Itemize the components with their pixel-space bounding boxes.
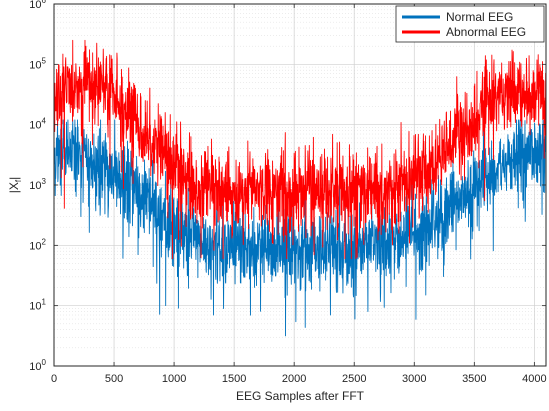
x-tick-label: 2500 — [342, 373, 366, 385]
x-tick-label: 500 — [105, 373, 123, 385]
x-tick-label: 2000 — [282, 373, 306, 385]
y-tick-label: 102 — [29, 237, 46, 252]
x-tick-labels: 0 500 1000 1500 2000 2500 3000 3500 4000 — [51, 373, 547, 385]
y-axis-label-main: |X — [7, 182, 21, 193]
y-tick-exponent: 2 — [42, 237, 47, 246]
y-tick-label: 103 — [29, 177, 46, 192]
y-tick-base: 10 — [29, 361, 41, 373]
legend-label-abnormal-eeg: Abnormal EEG — [446, 25, 526, 39]
series-layer — [53, 39, 547, 337]
y-tick-base: 10 — [29, 240, 41, 252]
y-tick-exponent: 3 — [42, 177, 47, 186]
y-tick-label: 100 — [29, 358, 46, 373]
legend-label-normal-eeg: Normal EEG — [446, 10, 513, 24]
y-tick-exponent: 5 — [42, 56, 47, 65]
series-line-abnormal-eeg — [53, 39, 547, 260]
x-tick-label: 4000 — [522, 373, 546, 385]
y-tick-label: 106 — [29, 0, 46, 11]
x-tick-label: 3000 — [402, 373, 426, 385]
y-tick-exponent: 0 — [42, 358, 47, 367]
tick-marks — [53, 3, 546, 367]
y-tick-base: 10 — [29, 120, 41, 132]
y-tick-label: 101 — [29, 298, 46, 313]
y-tick-base: 10 — [29, 180, 41, 192]
legend: Normal EEG Abnormal EEG — [395, 5, 545, 43]
x-tick-label: 3500 — [462, 373, 486, 385]
x-tick-label: 0 — [51, 373, 57, 385]
y-tick-label: 105 — [29, 56, 46, 71]
y-tick-base: 10 — [29, 59, 41, 71]
y-tick-exponent: 6 — [42, 0, 47, 5]
y-tick-base: 10 — [29, 0, 41, 11]
x-tick-label: 1000 — [162, 373, 186, 385]
y-tick-label: 104 — [29, 117, 46, 132]
legend-box — [395, 5, 545, 43]
y-axis-label: |Xf| — [7, 177, 23, 193]
y-tick-exponent: 1 — [42, 298, 47, 307]
y-axis-label-subscript: f — [14, 179, 23, 182]
x-tick-label: 1500 — [222, 373, 246, 385]
x-axis-label: EEG Samples after FFT — [236, 389, 365, 403]
y-axis-label-end: | — [7, 177, 21, 180]
y-tick-exponent: 4 — [42, 117, 47, 126]
series-line-normal-eeg — [53, 119, 547, 337]
y-tick-base: 10 — [29, 301, 41, 313]
